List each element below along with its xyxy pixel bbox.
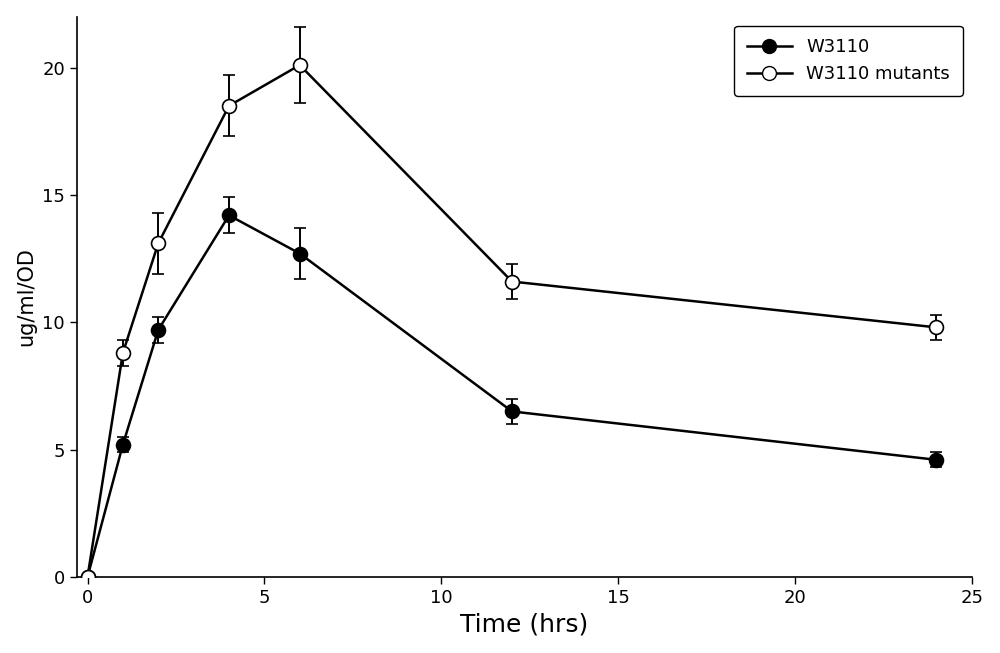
X-axis label: Time (hrs): Time (hrs) — [460, 613, 588, 636]
Y-axis label: ug/ml/OD: ug/ml/OD — [17, 247, 37, 346]
Legend: W3110, W3110 mutants: W3110, W3110 mutants — [734, 25, 963, 96]
